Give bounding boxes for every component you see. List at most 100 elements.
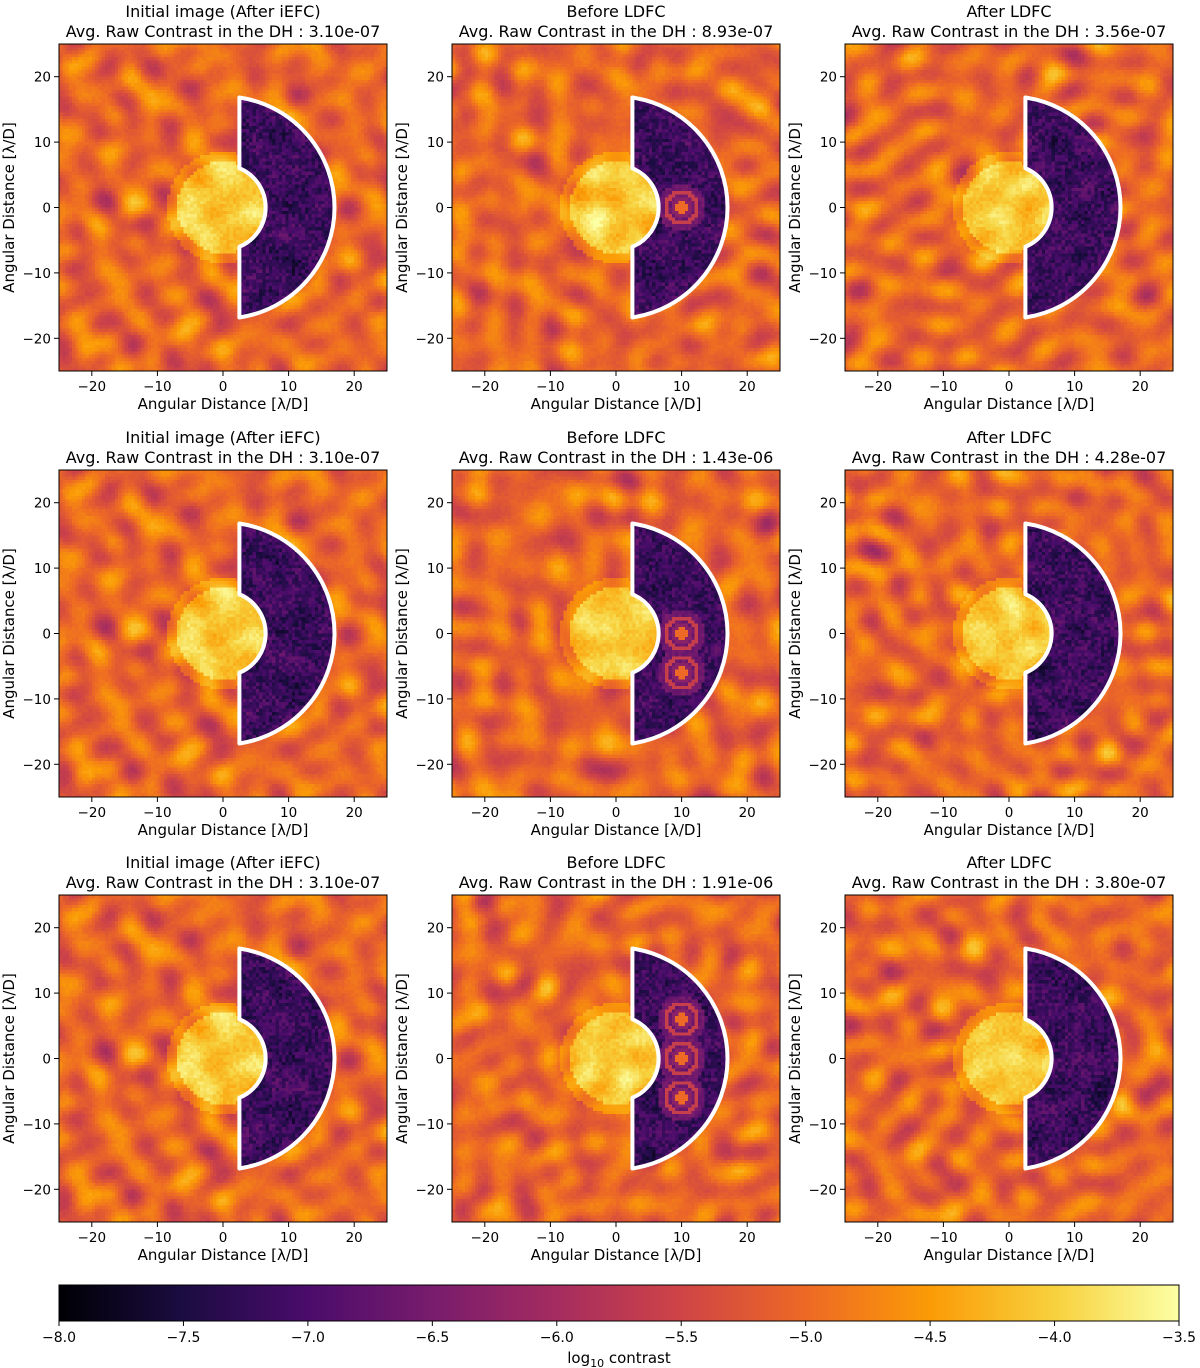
y-tick-label: 0 xyxy=(435,1052,444,1068)
subplot: Initial image (After iEFC)Avg. Raw Contr… xyxy=(0,428,388,839)
y-tick-label: 20 xyxy=(34,70,51,86)
subplot-title: After LDFC xyxy=(966,853,1051,872)
y-axis-label: Angular Distance [λ/D] xyxy=(393,122,411,293)
y-tick-label: −20 xyxy=(809,757,838,773)
heatmap-image xyxy=(845,44,1173,371)
subplot-title: After LDFC xyxy=(966,428,1051,447)
heatmap-image xyxy=(452,470,780,797)
colorbar-bar xyxy=(58,1284,1180,1322)
x-tick-label: −20 xyxy=(471,379,500,395)
subplot-subtitle: Avg. Raw Contrast in the DH : 4.28e-07 xyxy=(852,448,1167,467)
subplot-title: After LDFC xyxy=(966,2,1051,21)
x-axis-label: Angular Distance [λ/D] xyxy=(924,1246,1095,1264)
dark-hole-outline xyxy=(1023,521,1123,746)
y-tick-label: 20 xyxy=(820,496,837,512)
y-tick-label: −20 xyxy=(809,1182,838,1198)
subplot-title: Initial image (After iEFC) xyxy=(125,2,320,21)
y-tick-label: 0 xyxy=(42,1052,51,1068)
colorbar-tick-label: −5.5 xyxy=(664,1330,698,1346)
x-tick-label: 20 xyxy=(1132,1230,1149,1246)
subplot-subtitle: Avg. Raw Contrast in the DH : 3.10e-07 xyxy=(66,22,381,41)
x-axis-label: Angular Distance [λ/D] xyxy=(531,395,702,413)
y-tick-label: 20 xyxy=(34,921,51,937)
colorbar-tick-label: −4.0 xyxy=(1038,1330,1072,1346)
subplot-title: Before LDFC xyxy=(566,2,665,21)
colorbar-tick-label: −7.0 xyxy=(291,1330,325,1346)
subplot: Initial image (After iEFC)Avg. Raw Contr… xyxy=(0,853,388,1264)
x-tick-label: 20 xyxy=(346,379,363,395)
x-tick-label: −10 xyxy=(929,379,958,395)
colorbar-tick-label: −7.5 xyxy=(166,1330,200,1346)
y-tick-label: 10 xyxy=(34,135,51,151)
y-tick-label: 10 xyxy=(34,986,51,1002)
x-tick-label: 10 xyxy=(673,1230,690,1246)
y-tick-label: 0 xyxy=(828,201,837,217)
dark-hole-outline xyxy=(630,946,730,1171)
dark-hole-outline xyxy=(1023,95,1123,320)
y-tick-label: −20 xyxy=(23,331,52,347)
x-axis-label: Angular Distance [λ/D] xyxy=(138,395,309,413)
x-tick-label: −10 xyxy=(143,1230,172,1246)
subplot-title: Before LDFC xyxy=(566,853,665,872)
y-tick-label: −10 xyxy=(809,1117,838,1133)
y-tick-label: 10 xyxy=(427,986,444,1002)
colorbar-label-subscript: 10 xyxy=(590,1357,604,1368)
y-tick-label: 20 xyxy=(820,921,837,937)
x-tick-label: 0 xyxy=(1005,1230,1014,1246)
y-tick-label: 10 xyxy=(820,986,837,1002)
y-axis-label: Angular Distance [λ/D] xyxy=(0,973,18,1144)
y-tick-label: −10 xyxy=(809,692,838,708)
y-tick-label: −10 xyxy=(416,1117,445,1133)
dark-hole-outline xyxy=(630,521,730,746)
dark-hole-outline xyxy=(630,95,730,320)
y-axis-label: Angular Distance [λ/D] xyxy=(0,122,18,293)
colorbar-tick-label: −4.5 xyxy=(913,1330,947,1346)
y-axis-label: Angular Distance [λ/D] xyxy=(786,122,804,293)
subplot-title: Initial image (After iEFC) xyxy=(125,853,320,872)
y-tick-label: 20 xyxy=(427,921,444,937)
y-tick-label: 0 xyxy=(828,627,837,643)
subplot-subtitle: Avg. Raw Contrast in the DH : 3.10e-07 xyxy=(66,873,381,892)
x-tick-label: −20 xyxy=(78,379,107,395)
heatmap-image xyxy=(59,44,387,371)
colorbar-label-base: log xyxy=(567,1349,590,1367)
y-tick-label: 20 xyxy=(427,70,444,86)
y-tick-label: 0 xyxy=(435,201,444,217)
y-tick-label: −20 xyxy=(416,757,445,773)
x-tick-label: −10 xyxy=(536,805,565,821)
x-tick-label: 20 xyxy=(1132,805,1149,821)
x-tick-label: −20 xyxy=(864,805,893,821)
x-tick-label: −10 xyxy=(143,805,172,821)
x-tick-label: −20 xyxy=(864,1230,893,1246)
x-tick-label: 0 xyxy=(219,379,228,395)
y-axis-label: Angular Distance [λ/D] xyxy=(393,973,411,1144)
subplot-title: Initial image (After iEFC) xyxy=(125,428,320,447)
y-tick-label: −10 xyxy=(416,692,445,708)
y-tick-label: 10 xyxy=(820,561,837,577)
y-axis-label: Angular Distance [λ/D] xyxy=(0,548,18,719)
y-tick-label: −20 xyxy=(809,331,838,347)
x-tick-label: 0 xyxy=(1005,379,1014,395)
x-tick-label: 20 xyxy=(346,805,363,821)
heatmap-image xyxy=(59,470,387,797)
y-tick-label: 10 xyxy=(34,561,51,577)
y-tick-label: 10 xyxy=(820,135,837,151)
x-tick-label: −20 xyxy=(78,805,107,821)
y-tick-label: −20 xyxy=(23,757,52,773)
x-tick-label: 0 xyxy=(219,1230,228,1246)
x-axis-label: Angular Distance [λ/D] xyxy=(531,821,702,839)
y-tick-label: −20 xyxy=(416,331,445,347)
x-tick-label: −10 xyxy=(536,1230,565,1246)
x-tick-label: 0 xyxy=(612,379,621,395)
colorbar-tick-label: −6.0 xyxy=(540,1330,574,1346)
x-tick-label: 10 xyxy=(673,379,690,395)
subplot-subtitle: Avg. Raw Contrast in the DH : 1.91e-06 xyxy=(459,873,774,892)
x-tick-label: 10 xyxy=(1066,1230,1083,1246)
colorbar-tick-label: −8.0 xyxy=(42,1330,76,1346)
x-tick-label: 10 xyxy=(1066,805,1083,821)
x-tick-label: 10 xyxy=(280,379,297,395)
x-axis-label: Angular Distance [λ/D] xyxy=(138,1246,309,1264)
y-axis-label: Angular Distance [λ/D] xyxy=(786,548,804,719)
heatmap-image xyxy=(452,895,780,1222)
